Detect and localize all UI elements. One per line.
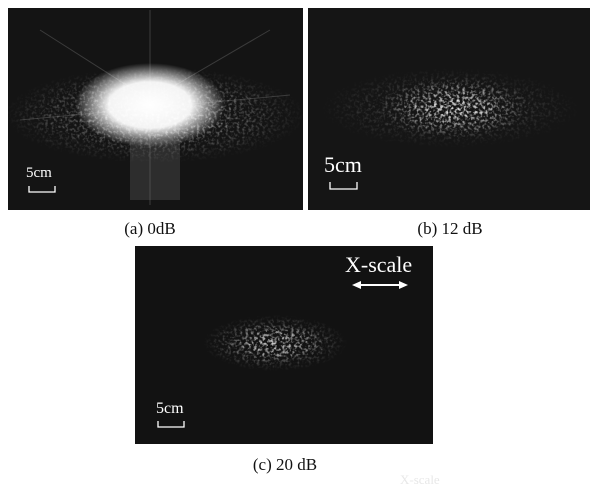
caption: (c) 20 dB — [253, 455, 317, 474]
scale-bar — [28, 186, 56, 193]
scale-arrow — [352, 281, 408, 289]
panel-b: 5cm — [308, 8, 590, 210]
scale-label: 5cm — [26, 165, 52, 181]
scale-label: 5cm — [156, 400, 184, 417]
panel-c: X-scale 5cm — [135, 246, 433, 444]
axis-label: X-scale — [345, 252, 412, 277]
caption: (b) 12 dB — [417, 219, 482, 238]
scale-bar — [329, 182, 358, 190]
caption: (a) 0dB — [124, 219, 175, 238]
watermark: X-scale — [400, 472, 440, 486]
panel-a: 5cm — [5, 8, 305, 210]
scale-bar — [157, 421, 185, 428]
scale-label: 5cm — [324, 152, 362, 177]
